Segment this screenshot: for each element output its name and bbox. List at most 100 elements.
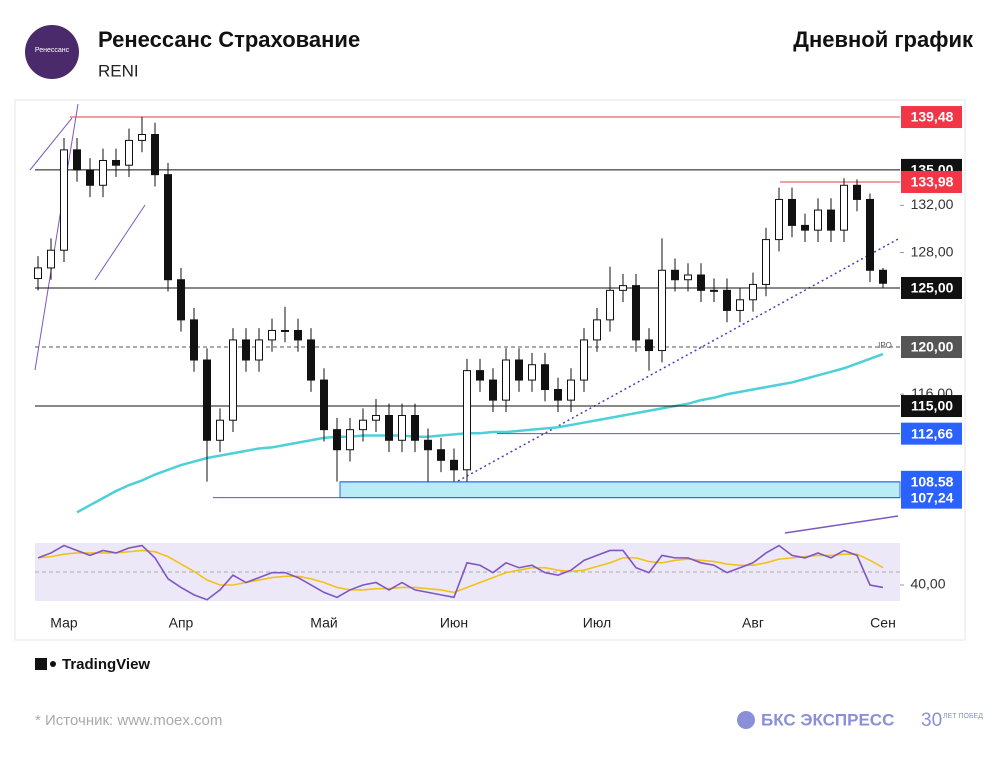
logo [25, 25, 79, 79]
chart-frame [14, 99, 966, 641]
level-label: 107,24 [911, 489, 954, 505]
candle-body [502, 359, 510, 401]
candle-body [411, 414, 419, 441]
candle-body [424, 439, 432, 451]
trend-line [34, 103, 79, 371]
candle-body [242, 339, 250, 361]
candle-body [255, 339, 263, 361]
candle-body [632, 285, 640, 341]
logo-text: Ренессанс [35, 47, 70, 54]
candle-body [268, 329, 276, 341]
rsi-line [37, 544, 884, 601]
level-label: 120,00 [911, 339, 954, 355]
candle-body [840, 184, 848, 231]
trend-line [29, 117, 73, 171]
trend-line [457, 237, 901, 482]
candle-body [619, 285, 627, 291]
candle-body [697, 274, 705, 291]
rsi-line [37, 549, 884, 594]
candle-body [203, 359, 211, 441]
candle-body [320, 379, 328, 431]
candle-body [593, 319, 601, 341]
candle-body [34, 267, 42, 280]
x-tick-label: Мар [50, 615, 78, 631]
level-box [901, 422, 962, 445]
level-box [901, 336, 962, 359]
candle-body [372, 414, 380, 421]
level-box [901, 395, 962, 418]
candle-body [580, 339, 588, 381]
candle-body [528, 364, 536, 381]
ipo-label: IPO [878, 341, 892, 350]
anniversary-text: ЛЕТ ПОБЕД [943, 713, 983, 720]
candle-body [879, 269, 887, 284]
candle-body [749, 283, 757, 301]
bcs-logo [737, 711, 755, 729]
candle-body [736, 299, 744, 311]
moving-average [76, 352, 884, 514]
candle-body [99, 159, 107, 186]
x-tick-label: Авг [742, 615, 764, 631]
x-tick-label: Апр [169, 615, 194, 631]
candle-body [723, 289, 731, 311]
candle-body [658, 269, 666, 352]
candle-body [359, 419, 367, 431]
candle-body [398, 414, 406, 441]
level-label: 133,98 [911, 174, 954, 190]
level-label: 115,00 [911, 398, 953, 414]
candle-body [112, 159, 120, 166]
level-box [901, 486, 962, 509]
candle-body [814, 209, 822, 231]
candle-body [281, 329, 289, 332]
y-tick-label: 40,00 [910, 576, 945, 592]
candle-body [541, 364, 549, 391]
candle-body [138, 134, 146, 141]
level-label: 108,58 [911, 474, 954, 490]
x-tick-label: Май [310, 615, 337, 631]
candle-body [190, 319, 198, 361]
candle-body [177, 279, 185, 321]
level-label: 139,48 [911, 109, 954, 125]
anniversary: 30 [921, 710, 942, 731]
candle-body [73, 149, 81, 171]
source: * Источник: www.moex.com [35, 712, 222, 729]
y-tick-label: 128,00 [911, 243, 954, 259]
x-tick-label: Сен [870, 615, 896, 631]
candle-body [47, 249, 55, 269]
candle-body [671, 269, 679, 281]
candle-body [450, 459, 458, 471]
y-tick-label: 132,00 [911, 196, 954, 212]
candle-body [333, 429, 341, 451]
level-box [901, 106, 962, 129]
candle-body [385, 414, 393, 441]
level-label: 112,66 [911, 425, 953, 441]
candle-body [775, 198, 783, 241]
candle-body [216, 419, 224, 441]
title: Ренессанс Страхование [98, 27, 360, 52]
candle-body [801, 224, 809, 231]
brand: TradingView [62, 656, 150, 673]
candle-body [554, 389, 562, 401]
candle-body [60, 149, 68, 251]
candle-body [476, 370, 484, 381]
candle-body [229, 339, 237, 421]
trend-line [94, 204, 146, 281]
candle-body [294, 329, 302, 341]
candle-body [151, 134, 159, 176]
x-tick-label: Июл [583, 615, 611, 631]
candle-body [606, 289, 614, 321]
ticker: RENI [98, 61, 139, 80]
company: БКС ЭКСПРЕСС [761, 710, 894, 729]
candle-body [125, 139, 133, 166]
candle-body [463, 370, 471, 471]
chart-kind: Дневной график [793, 27, 974, 52]
candle-body [567, 379, 575, 401]
candle-body [853, 184, 861, 200]
candle-body [307, 339, 315, 381]
candle-body [515, 359, 523, 381]
level-box [901, 276, 962, 299]
candle-body [437, 449, 445, 461]
level-box [901, 170, 962, 193]
